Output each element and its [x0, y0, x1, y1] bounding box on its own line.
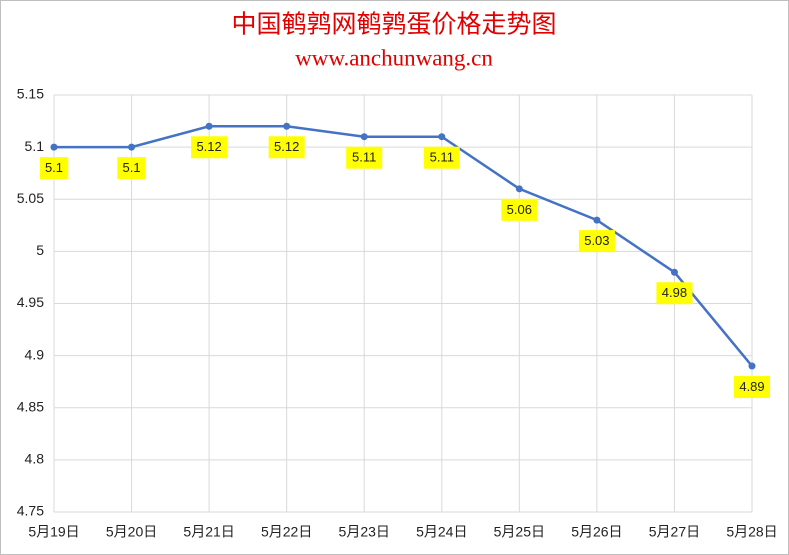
- value-label-bg: [268, 136, 305, 159]
- point: [748, 362, 756, 370]
- value-label: 5.11: [430, 150, 454, 165]
- y-tick-label: 4.8: [25, 451, 45, 467]
- y-tick-label: 5.1: [25, 138, 45, 154]
- value-label-bg: [734, 376, 770, 399]
- value-label-bg: [656, 282, 693, 305]
- value-label-bg: [191, 136, 228, 159]
- x-tick-label: 5月24日: [416, 524, 467, 540]
- y-tick-label: 4.75: [17, 503, 44, 519]
- value-label-bg: [501, 198, 538, 221]
- point: [515, 185, 523, 193]
- value-label: 5.11: [352, 150, 376, 165]
- point: [360, 133, 368, 141]
- chart-title: 中国鹌鹑网鹌鹑蛋价格走势图: [231, 11, 556, 39]
- point: [593, 216, 601, 224]
- y-tick-label: 5: [36, 242, 44, 258]
- point: [283, 122, 291, 130]
- chart-subtitle: www.anchunwang.cn: [295, 45, 493, 70]
- value-label: 5.1: [123, 160, 141, 175]
- x-tick-label: 5月25日: [494, 524, 545, 540]
- y-tick-label: 4.85: [17, 398, 44, 414]
- point: [670, 268, 678, 276]
- value-label-bg: [578, 230, 615, 253]
- value-label: 4.98: [662, 285, 687, 300]
- point: [128, 143, 136, 151]
- value-label: 4.89: [739, 379, 764, 394]
- line: [54, 125, 753, 367]
- value-label: 5.12: [274, 139, 299, 154]
- x-tick-label: 5月21日: [183, 524, 234, 540]
- value-label: 5.1: [45, 160, 63, 175]
- value-label-bg: [346, 146, 383, 169]
- x-tick-label: 5月27日: [649, 524, 700, 540]
- point: [438, 133, 446, 141]
- value-label-bg: [117, 157, 146, 180]
- x-tick-label: 5月22日: [261, 524, 312, 540]
- y-tick-label: 5.15: [17, 86, 44, 102]
- value-label-bg: [423, 146, 460, 169]
- y-tick-label: 5.05: [17, 190, 44, 206]
- point: [205, 122, 213, 130]
- point: [50, 143, 58, 151]
- value-label: 5.03: [584, 233, 609, 248]
- value-label: 5.12: [196, 139, 221, 154]
- y-tick-label: 4.9: [25, 346, 45, 362]
- x-tick-label: 5月19日: [28, 524, 79, 540]
- x-tick-label: 5月23日: [339, 524, 390, 540]
- value-label: 5.06: [507, 202, 532, 217]
- value-label-bg: [39, 157, 69, 180]
- x-tick-label: 5月26日: [571, 524, 622, 540]
- x-tick-label: 5月20日: [106, 524, 157, 540]
- y-tick-label: 4.95: [17, 294, 44, 310]
- x-tick-label: 5月28日: [726, 524, 777, 540]
